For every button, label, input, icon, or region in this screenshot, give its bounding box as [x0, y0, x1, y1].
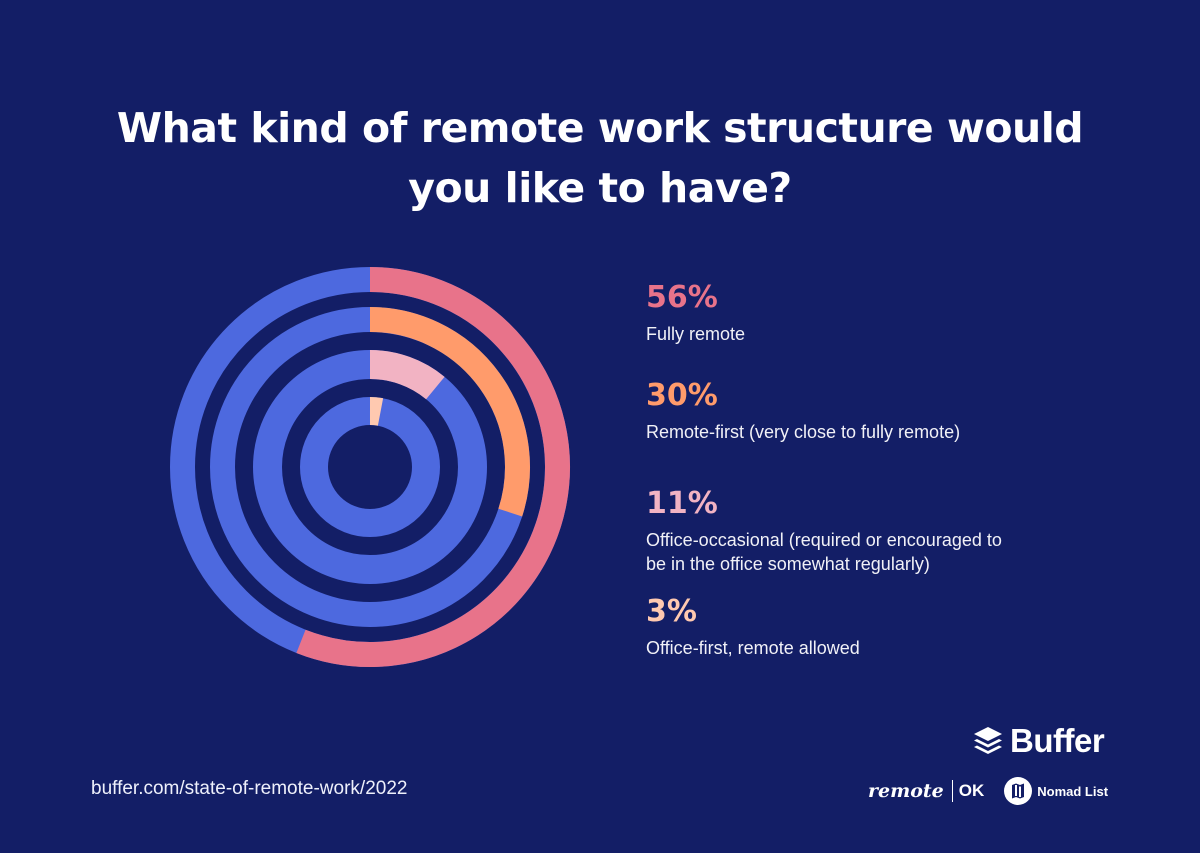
partner-logos: remote OK Nomad List — [868, 777, 1108, 805]
buffer-logo: Buffer — [972, 722, 1105, 760]
radial-bar-chart — [170, 267, 570, 667]
legend-item-office-occasional: 11% Office-occasional (required or encou… — [646, 484, 1066, 592]
legend-label: Fully remote — [646, 324, 746, 344]
legend: 56% Fully remote 30% Remote-first (very … — [646, 278, 1066, 660]
legend-label: Office-first, remote allowed — [646, 638, 860, 658]
ring-value-arc — [369, 350, 445, 400]
legend-label: Office-occasional (required or encourage… — [646, 530, 1002, 574]
page-title: What kind of remote work structure would… — [0, 98, 1200, 218]
legend-pct: 56% — [646, 280, 718, 315]
ring-value-arc — [296, 267, 570, 667]
legend-item-office-first: 3% Office-first, remote allowed — [646, 592, 1066, 660]
remoteok-divider — [951, 780, 953, 802]
nomadlist-wordmark: Nomad List — [1037, 783, 1109, 799]
ring-value-arc — [369, 307, 530, 517]
legend-item-fully-remote: 56% Fully remote — [646, 278, 1066, 376]
ring-value-arc — [369, 397, 384, 426]
source-url: buffer.com/state-of-remote-work/2022 — [91, 778, 408, 799]
legend-pct: 3% — [646, 594, 697, 629]
nomadlist-map-icon — [1004, 777, 1033, 805]
remoteok-logo-word: remote — [868, 780, 944, 802]
legend-pct: 11% — [646, 486, 718, 521]
buffer-wordmark: Buffer — [1010, 722, 1105, 759]
ring-track — [300, 397, 440, 537]
nomadlist-logo: Nomad List — [1004, 777, 1108, 805]
buffer-stack-icon — [974, 727, 1002, 754]
remoteok-logo-suffix: OK — [958, 781, 985, 800]
title-line-2: you like to have? — [408, 164, 792, 212]
ring-track — [253, 350, 487, 584]
legend-pct: 30% — [646, 378, 718, 413]
title-line-1: What kind of remote work structure would — [116, 104, 1084, 152]
legend-label: Remote-first (very close to fully remote… — [646, 422, 961, 442]
legend-item-remote-first: 30% Remote-first (very close to fully re… — [646, 376, 1066, 484]
